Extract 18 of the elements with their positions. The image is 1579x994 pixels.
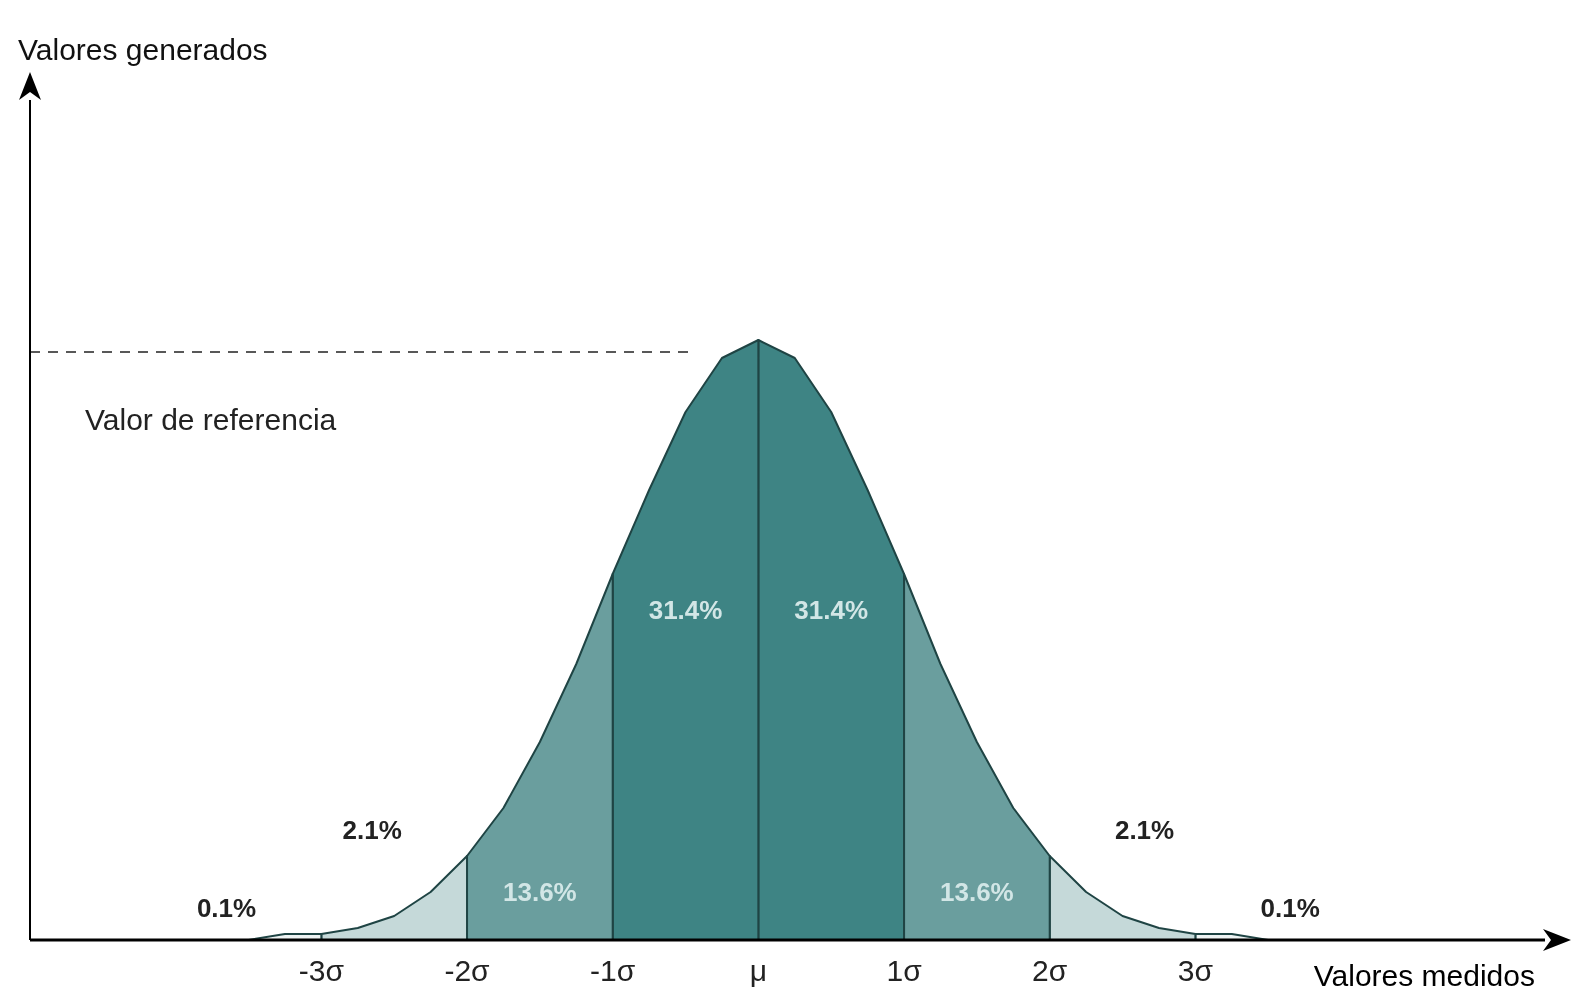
x-tick-label: -1σ <box>590 954 636 988</box>
x-tick-label: 1σ <box>886 954 923 988</box>
annotation: 2.1% <box>342 815 402 846</box>
x-tick-label: 3σ <box>1177 954 1214 988</box>
ref-line-label: Valor de referencia <box>85 403 337 437</box>
annotation: 0.1% <box>196 893 257 924</box>
x-tick-label: -2σ <box>444 954 491 988</box>
x-tick-label: -3σ <box>298 954 345 988</box>
annotation: 2.1% <box>1114 815 1175 846</box>
x-tick-label: 2σ <box>1032 954 1068 988</box>
annotation: 0.1% <box>1260 893 1320 924</box>
text: Valores generados <box>18 33 268 66</box>
x-tick-label: μ <box>749 954 768 988</box>
annotation: 13.6% <box>502 877 577 908</box>
x-axis-title: Valores medidos <box>1313 959 1535 992</box>
annotation: 13.6% <box>940 877 1014 908</box>
annotation: 31.4% <box>794 595 869 626</box>
annotation: 31.4% <box>648 595 723 626</box>
